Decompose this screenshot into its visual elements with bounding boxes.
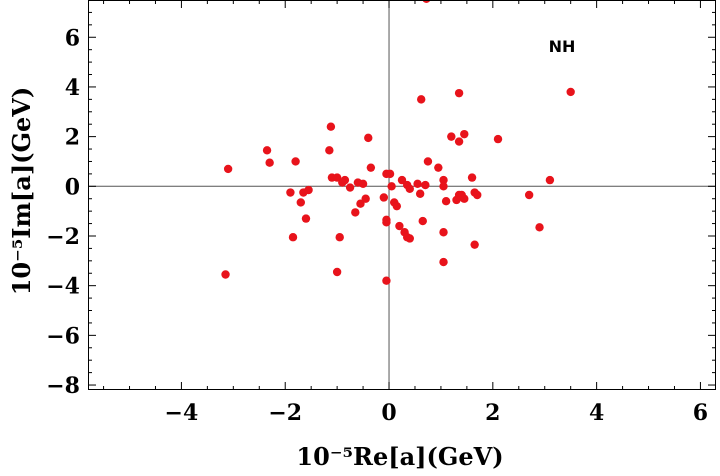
data-point: [301, 214, 311, 223]
data-point: [332, 267, 342, 277]
y-tick-label: −8: [46, 373, 80, 399]
data-point: [379, 193, 389, 202]
data-point: [335, 233, 344, 242]
y-tick-label: 6: [65, 25, 80, 51]
data-point: [325, 146, 334, 155]
x-tick-label: −4: [165, 400, 199, 426]
data-point: [332, 173, 342, 182]
y-tick-label: 2: [65, 125, 80, 151]
y-tick-label: 4: [65, 75, 80, 101]
data-point: [470, 240, 479, 249]
data-point: [434, 163, 443, 172]
x-tick-label: 2: [485, 400, 500, 426]
data-point: [405, 184, 414, 193]
x-tick-label: 0: [381, 400, 396, 426]
data-point: [566, 87, 575, 97]
axis-ticks: [88, 0, 716, 390]
data-point: [291, 157, 300, 166]
data-point: [326, 122, 336, 131]
data-point: [535, 223, 544, 232]
data-point: [439, 175, 448, 185]
x-axis-label: 10⁻⁵Re[a](GeV): [296, 442, 503, 471]
data-point: [460, 129, 469, 139]
data-point: [524, 190, 534, 200]
data-point: [423, 157, 433, 166]
data-point: [361, 194, 370, 203]
data-point: [288, 233, 298, 242]
x-tick-label: 6: [693, 400, 708, 426]
origin-lines: [88, 0, 716, 390]
data-point: [441, 197, 451, 206]
data-point: [415, 189, 425, 198]
data-point: [457, 190, 466, 200]
data-point: [452, 195, 461, 205]
data-point: [447, 132, 456, 141]
data-point: [439, 182, 448, 191]
data-point: [338, 178, 347, 187]
y-tick-label: −4: [46, 274, 80, 300]
y-axis-label: 10⁻⁵Im[a](GeV): [7, 87, 36, 296]
plot-frame: [88, 0, 716, 390]
data-point: [405, 234, 414, 243]
y-tick-label: −2: [46, 224, 80, 250]
data-point: [262, 146, 272, 155]
y-tick-label: 0: [65, 174, 80, 200]
data-point: [221, 270, 230, 279]
data-point: [223, 164, 233, 174]
data-point: [382, 215, 391, 225]
data-point: [366, 163, 376, 172]
data-points: [221, 0, 575, 285]
data-point: [473, 190, 482, 200]
data-point: [353, 178, 363, 187]
data-point: [299, 188, 308, 197]
data-point: [421, 180, 430, 190]
data-point: [382, 276, 391, 285]
data-point: [345, 183, 355, 192]
data-point: [418, 216, 427, 226]
data-point: [413, 179, 422, 189]
data-point: [397, 175, 407, 185]
data-point: [545, 175, 555, 185]
data-point: [286, 188, 295, 197]
data-point: [395, 221, 404, 231]
data-point: [439, 228, 448, 237]
data-point: [356, 199, 365, 208]
data-point: [467, 173, 477, 182]
data-point: [392, 201, 402, 211]
y-tick-label: −6: [46, 323, 80, 349]
data-point: [387, 182, 396, 191]
data-point: [454, 137, 464, 146]
tick-labels: −4 −2 0 2 4 6 −8 −6 −4 −2 0 2 4 6: [46, 25, 708, 426]
data-point: [265, 158, 274, 167]
chart-annotation: NH: [549, 37, 576, 56]
x-tick-label: −2: [268, 400, 302, 426]
data-point: [385, 169, 395, 179]
data-point: [439, 257, 448, 267]
data-point: [351, 208, 360, 217]
data-point: [364, 133, 373, 143]
data-point: [454, 88, 464, 98]
x-tick-label: 4: [589, 400, 604, 426]
data-point: [296, 198, 305, 207]
data-point: [493, 134, 503, 144]
data-point: [417, 95, 426, 104]
